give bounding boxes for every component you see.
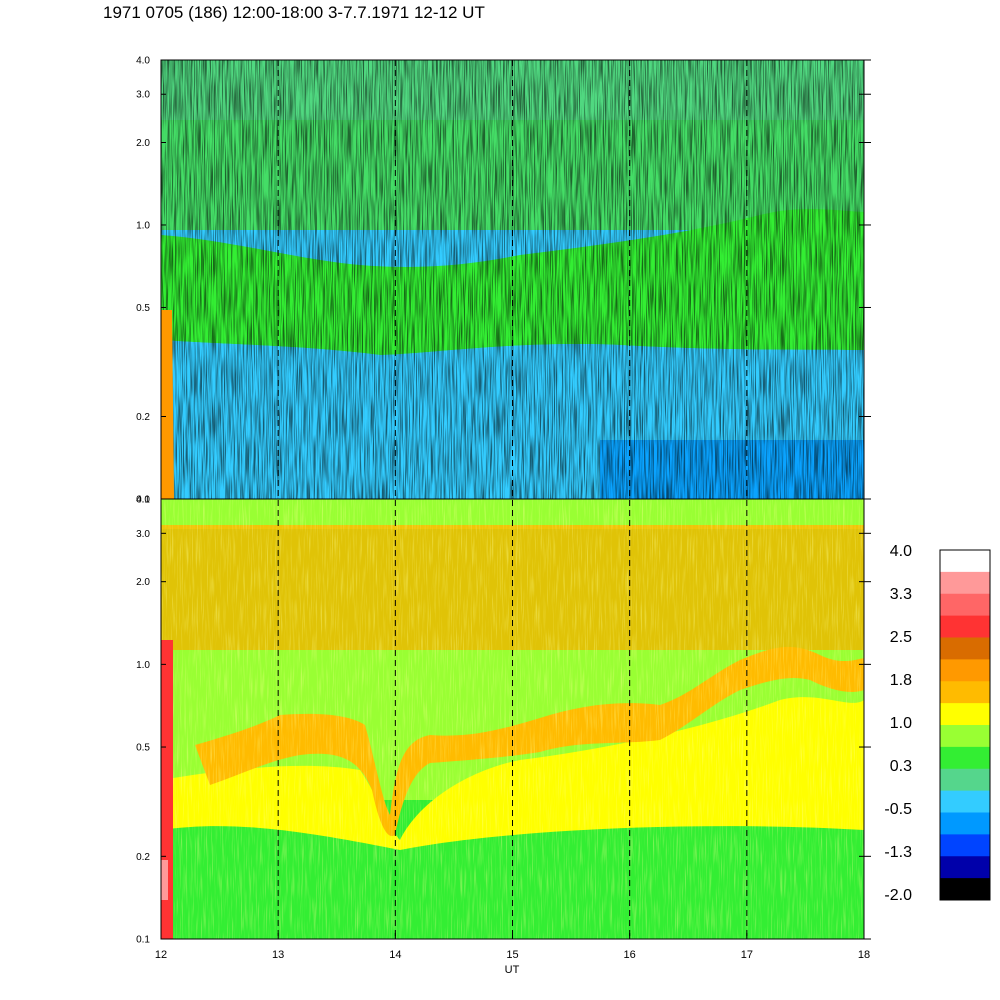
colorbar xyxy=(939,549,991,901)
lower-ytick-label: 2.0 xyxy=(136,577,150,588)
colorbar-swatch xyxy=(940,746,990,770)
lower-ytick-label: 1.0 xyxy=(136,660,150,671)
colorbar-label: -2.0 xyxy=(884,887,912,904)
colorbar-swatch xyxy=(940,768,990,792)
colorbar-swatch xyxy=(940,681,990,704)
lower-ytick-label: 4.0 xyxy=(136,495,150,506)
colorbar-swatch xyxy=(940,790,990,813)
colorbar-swatch xyxy=(940,571,990,595)
upper-orange-onset xyxy=(161,310,174,499)
colorbar-label: 0.3 xyxy=(890,758,912,775)
colorbar-swatch xyxy=(940,659,990,682)
x-axis-label: UT xyxy=(505,964,520,976)
chart-title: 1971 0705 (186) 12:00-18:00 3-7.7.1971 1… xyxy=(103,3,485,22)
upper-ytick-label: 2.0 xyxy=(136,138,150,149)
colorbar-swatch xyxy=(940,878,990,901)
xtick-label: 18 xyxy=(858,949,870,961)
colorbar-label: -0.5 xyxy=(884,801,912,818)
colorbar-swatch xyxy=(940,834,990,857)
xtick-label: 13 xyxy=(272,949,284,961)
colorbar-labels: 4.0 3.3 2.5 1.8 1.0 0.3 -0.5 -1.3 -2.0 xyxy=(884,543,912,904)
lower-ytick-label: 0.5 xyxy=(136,743,150,754)
upper-ytick-label: 1.0 xyxy=(136,220,150,231)
lower-ytick-label: 0.2 xyxy=(136,852,150,863)
colorbar-frame xyxy=(939,549,991,901)
x-axis-ticks: 12 13 14 15 16 17 18 xyxy=(155,933,870,961)
colorbar-swatch xyxy=(940,725,990,748)
colorbar-swatch xyxy=(940,593,990,617)
colorbar-swatch xyxy=(940,637,990,660)
colorbar-label: 3.3 xyxy=(890,586,912,603)
xtick-label: 17 xyxy=(741,949,753,961)
lower-ytick-label: 0.1 xyxy=(136,935,150,946)
xtick-label: 12 xyxy=(155,949,167,961)
lower-ytick-label: 3.0 xyxy=(136,529,150,540)
colorbar-swatch xyxy=(940,615,990,638)
xtick-label: 14 xyxy=(389,949,401,961)
colorbar-swatch xyxy=(940,812,990,835)
xtick-label: 16 xyxy=(624,949,636,961)
upper-ytick-label: 0.5 xyxy=(136,303,150,314)
y-axis-ticks: 0.10.20.51.02.03.04.00.10.20.51.02.03.04… xyxy=(136,56,871,946)
upper-ytick-label: 0.2 xyxy=(136,412,150,423)
lower-pink-onset xyxy=(161,860,168,900)
colorbar-swatch xyxy=(940,703,990,726)
colorbar-label: 1.0 xyxy=(890,715,912,732)
colorbar-swatch xyxy=(940,856,990,879)
hour-dashed-lines xyxy=(277,60,748,939)
colorbar-swatch xyxy=(940,550,990,573)
colorbar-label: 1.8 xyxy=(890,672,912,689)
xtick-label: 15 xyxy=(506,949,518,961)
colorbar-label: 2.5 xyxy=(890,629,912,646)
upper-ytick-label: 3.0 xyxy=(136,90,150,101)
upper-ytick-label: 4.0 xyxy=(136,56,150,67)
upper-ytick-label: 0.1 xyxy=(136,495,150,506)
colorbar-label: -1.3 xyxy=(884,844,912,861)
colorbar-label: 4.0 xyxy=(890,543,912,560)
